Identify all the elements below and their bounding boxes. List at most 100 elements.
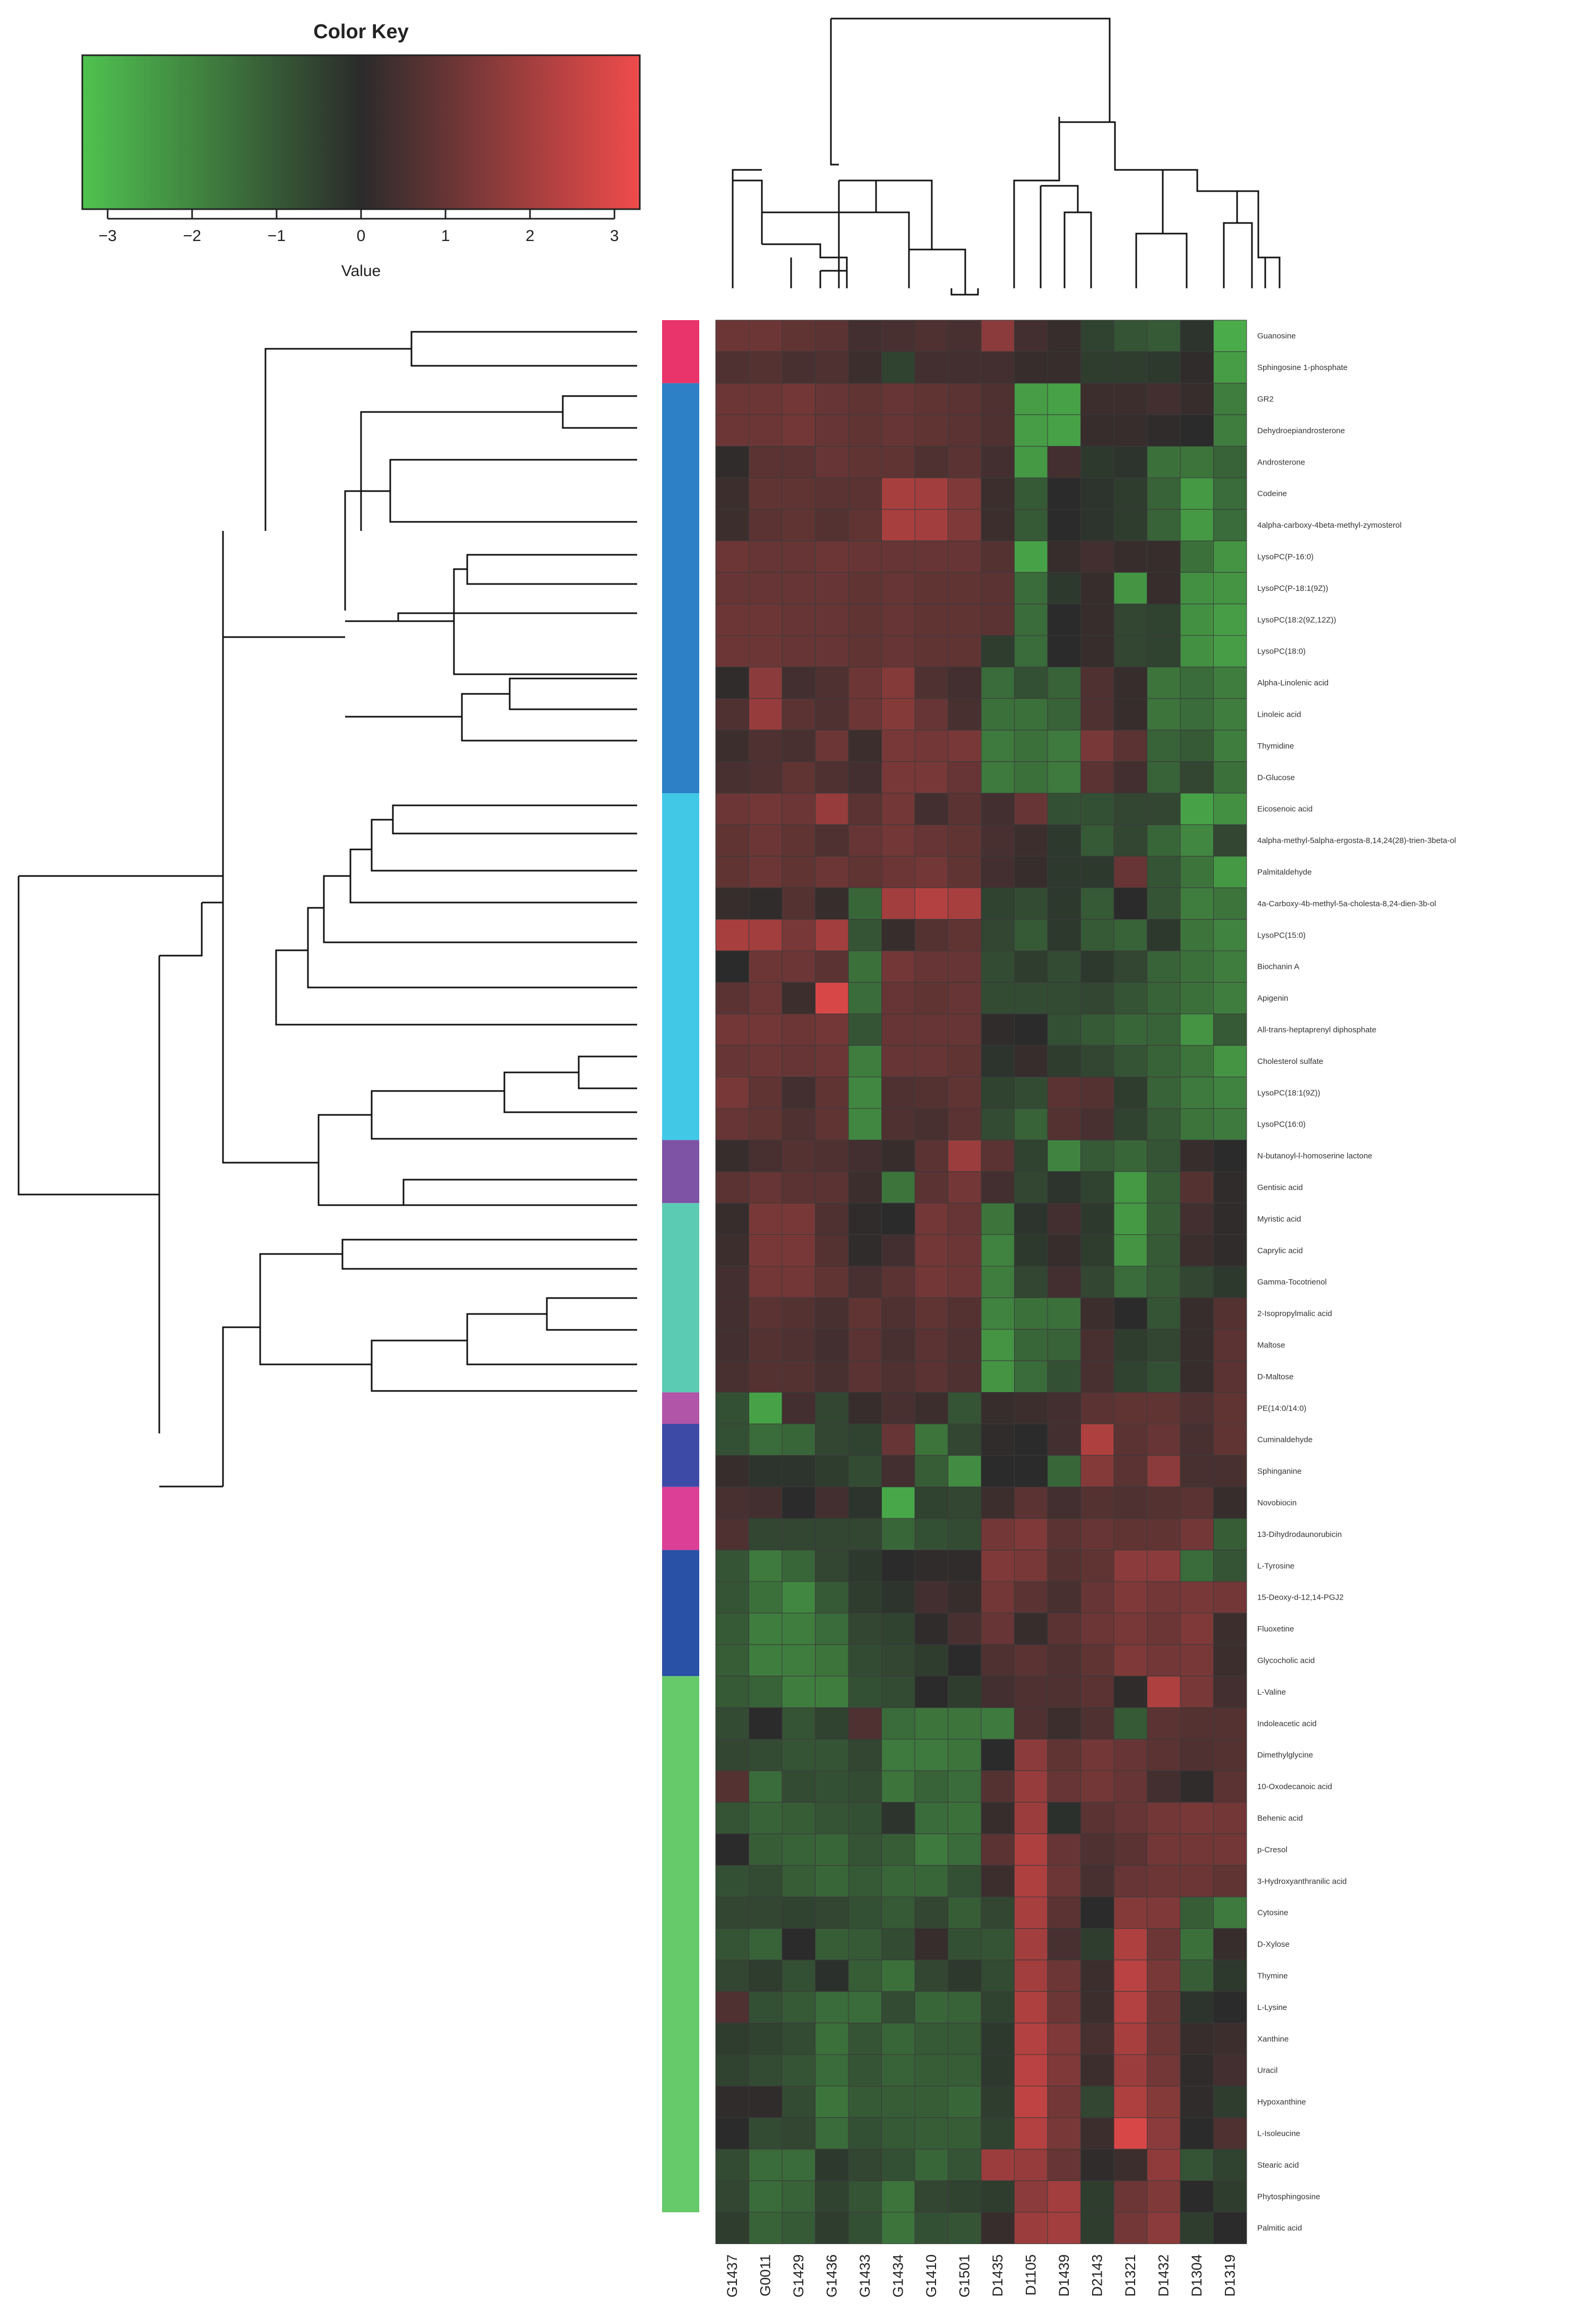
heatmap-cell: [1180, 351, 1214, 384]
heatmap-cell: [1147, 1234, 1181, 1267]
heatmap-cell: [1213, 1171, 1247, 1204]
heatmap-cell: [914, 383, 948, 415]
heatmap-cell: [948, 1581, 982, 1613]
heatmap-cell: [1213, 1865, 1247, 1897]
heatmap-cell: [1047, 824, 1081, 857]
heatmap-cell: [981, 2023, 1015, 2055]
heatmap-cell: [914, 1487, 948, 1519]
heatmap-cell: [782, 698, 816, 731]
heatmap-cell: [948, 1612, 982, 1645]
heatmap-cell: [749, 1550, 783, 1582]
heatmap-cell: [981, 919, 1015, 951]
heatmap-cell: [881, 1297, 915, 1330]
heatmap-cell: [881, 1266, 915, 1298]
heatmap-cell: [914, 1423, 948, 1456]
heatmap-cell: [1180, 1202, 1214, 1235]
heatmap-cell: [848, 1297, 882, 1330]
heatmap-cell: [782, 1960, 816, 1992]
heatmap-cell: [782, 1360, 816, 1393]
row-label: L-Valine: [1257, 1688, 1286, 1697]
heatmap-cell: [848, 1077, 882, 1109]
heatmap-cell: [848, 383, 882, 415]
heatmap-cell: [848, 1612, 882, 1645]
heatmap-cell: [1213, 1550, 1247, 1582]
heatmap-cell: [749, 446, 783, 478]
heatmap-cell: [1080, 1928, 1114, 1961]
heatmap-cell: [715, 729, 749, 762]
column-label: G1433: [857, 2254, 873, 2297]
color-key-tick-label: −3: [99, 227, 117, 245]
heatmap-cell: [782, 1707, 816, 1740]
heatmap-cell: [848, 666, 882, 699]
heatmap-cell: [1147, 1928, 1181, 1961]
heatmap-cell: [782, 1423, 816, 1456]
heatmap-cell: [948, 1707, 982, 1740]
heatmap-cell: [715, 572, 749, 605]
heatmap-cell: [715, 446, 749, 478]
heatmap-cell: [848, 1266, 882, 1298]
heatmap-cell: [848, 1013, 882, 1046]
heatmap-cell: [981, 414, 1015, 447]
heatmap-cell: [881, 320, 915, 352]
heatmap-cell: [1213, 1707, 1247, 1740]
heatmap-cell: [881, 1833, 915, 1866]
heatmap-cell: [1047, 1928, 1081, 1961]
heatmap-cell: [914, 761, 948, 794]
heatmap-cell: [881, 351, 915, 384]
heatmap-cell: [782, 919, 816, 951]
heatmap-cell: [1014, 1707, 1048, 1740]
heatmap-cell: [881, 1928, 915, 1961]
heatmap-cell: [815, 1202, 849, 1235]
heatmap-cell: [1180, 1297, 1214, 1330]
heatmap-cell: [1047, 635, 1081, 667]
heatmap-cell: [1080, 351, 1114, 384]
heatmap-cell: [914, 856, 948, 888]
heatmap-cell: [1113, 2054, 1147, 2086]
column-label: G1429: [791, 2254, 806, 2297]
heatmap-cell: [1014, 2054, 1048, 2086]
row-label: 3-Hydroxyanthranilic acid: [1257, 1877, 1346, 1886]
row-group-segment: [662, 1550, 699, 1677]
heatmap-cell: [815, 2149, 849, 2181]
heatmap-cell: [948, 383, 982, 415]
row-label: Caprylic acid: [1257, 1246, 1303, 1255]
heatmap-cell: [815, 2117, 849, 2150]
heatmap-cell: [1180, 1550, 1214, 1582]
heatmap-cell: [1080, 1108, 1114, 1140]
heatmap-cell: [1080, 1802, 1114, 1834]
heatmap-cell: [1014, 1392, 1048, 1424]
row-label: p-Cresol: [1257, 1845, 1288, 1854]
heatmap-cell: [1113, 1550, 1147, 1582]
heatmap-cell: [715, 982, 749, 1015]
heatmap-cell: [715, 1676, 749, 1708]
heatmap-cell: [848, 2212, 882, 2244]
heatmap-cell: [815, 1077, 849, 1109]
row-label: Eicosenoic acid: [1257, 805, 1312, 814]
heatmap-cell: [782, 1581, 816, 1613]
heatmap-cell: [749, 950, 783, 983]
color-key-tick-label: 0: [357, 227, 366, 245]
heatmap-cell: [1180, 1171, 1214, 1204]
heatmap-cell: [1113, 446, 1147, 478]
heatmap-cell: [914, 2085, 948, 2118]
heatmap-cell: [1147, 1581, 1181, 1613]
heatmap-cell: [1047, 1045, 1081, 1078]
heatmap-cell: [749, 572, 783, 605]
row-label: Behenic acid: [1257, 1814, 1303, 1823]
heatmap-cell: [1147, 1266, 1181, 1298]
color-key-gradient: [81, 54, 641, 210]
heatmap-cell: [1014, 1770, 1048, 1803]
column-labels: G1437 G0011 G1429 G1436 G1433 G1434 G1410 G1501…: [724, 2254, 1238, 2297]
heatmap-cell: [1047, 1392, 1081, 1424]
heatmap-cell: [948, 856, 982, 888]
heatmap-cell: [715, 1833, 749, 1866]
heatmap-cell: [914, 2117, 948, 2150]
heatmap-cell: [1113, 950, 1147, 983]
heatmap-cell: [848, 446, 882, 478]
heatmap-cell: [1180, 2085, 1214, 2118]
heatmap-cell: [1047, 1802, 1081, 1834]
heatmap-cell: [848, 1329, 882, 1361]
heatmap-cell: [1113, 1455, 1147, 1488]
heatmap-cell: [1113, 1202, 1147, 1235]
heatmap-cell: [914, 1329, 948, 1361]
